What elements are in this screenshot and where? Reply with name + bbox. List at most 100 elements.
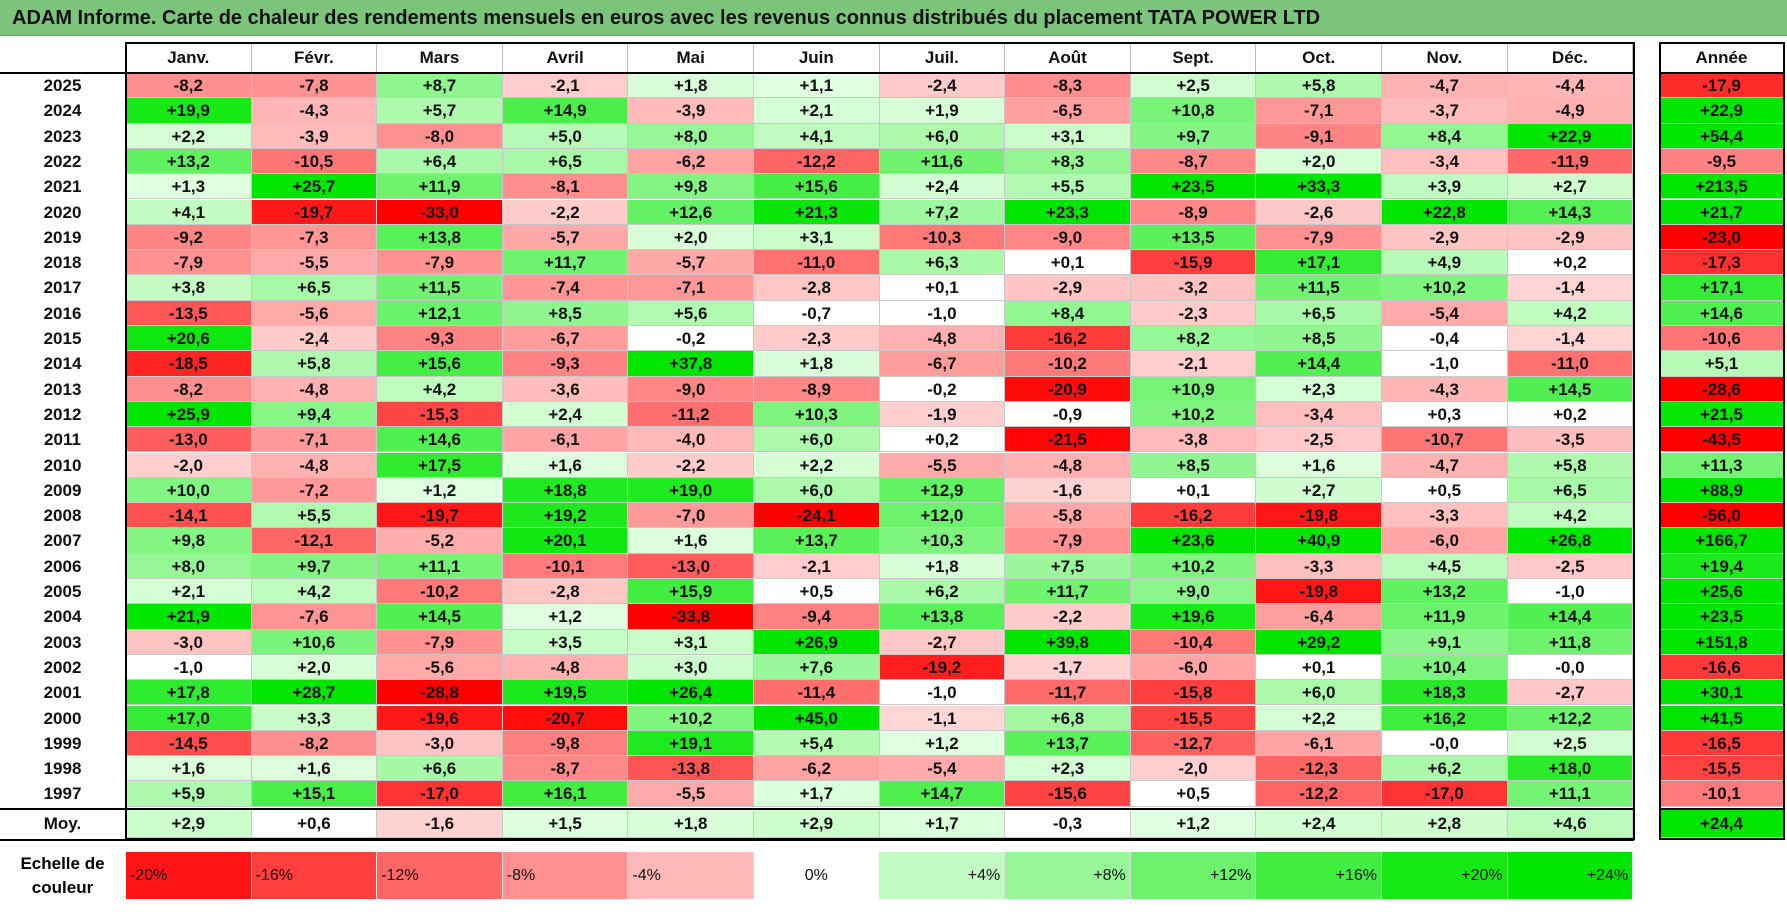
heatmap-cell: -8,2 [126,73,252,99]
heatmap-cell: +9,4 [251,401,378,428]
heatmap-cell: +2,0 [251,654,378,681]
heatmap-cell: +9,7 [1130,123,1257,149]
heatmap-cell: +0,2 [1507,401,1634,428]
heatmap-cell: +18,0 [1507,756,1634,782]
heatmap-cell: +5,7 [377,98,503,124]
average-cell: -0,3 [1005,809,1131,838]
heatmap-cell: +6,8 [1005,705,1131,731]
heatmap-cell: +26,4 [628,680,754,706]
color-scale-stop: +4% [879,852,1006,899]
heatmap-cell: +23,3 [1005,199,1131,225]
heatmap-cell: -4,8 [251,452,378,478]
heatmap-cell: +4,1 [126,199,252,225]
color-scale-stop: +12% [1130,852,1257,899]
heatmap-cell: +1,6 [502,452,629,478]
heatmap-cell: +10,2 [628,705,754,731]
heatmap-cell: +2,3 [1256,376,1382,402]
average-cell: +0,6 [251,809,378,838]
heatmap-cell: +8,2 [1130,326,1257,352]
heatmap-cell: +8,0 [628,123,754,149]
heatmap-cell: +1,6 [628,528,754,554]
average-cell: +1,7 [879,809,1006,838]
heatmap-cell: +2,5 [1507,730,1634,757]
heatmap-cell: -1,1 [879,705,1006,731]
annual-cell: +41,5 [1660,705,1784,731]
heatmap-cell: -6,7 [502,326,629,352]
heatmap-cell: +10,6 [251,629,378,655]
heatmap-cell: +6,4 [377,148,503,175]
heatmap-cell: +1,7 [754,781,880,807]
heatmap-cell: +4,2 [1507,503,1634,529]
color-scale-stop: +24% [1507,852,1634,899]
heatmap-cell: -2,4 [251,326,378,352]
heatmap-cell: -4,9 [1507,98,1634,124]
annual-cell: +166,7 [1660,528,1784,554]
heatmap-cell: +23,6 [1130,528,1257,554]
heatmap-cell: -7,3 [251,224,378,251]
heatmap-cell: +2,1 [126,579,252,605]
heatmap-cell: -16,2 [1005,326,1131,352]
year-label: 2017 [0,275,125,301]
heatmap-cell: +11,5 [1256,275,1382,301]
heatmap-cell: +22,8 [1382,199,1508,225]
heatmap-cell: -10,4 [1130,629,1257,655]
annual-cell: -17,9 [1660,73,1784,99]
heatmap-cell: +2,4 [502,401,629,428]
month-header: Juil. [879,43,1006,72]
year-label: 2019 [0,224,125,251]
average-divider [1660,807,1784,810]
heatmap-cell: -11,4 [754,680,880,706]
heatmap-cell: -2,9 [1382,224,1508,251]
heatmap-cell: +0,2 [879,427,1006,453]
color-scale-stop: -4% [628,852,754,899]
average-cell: +1,8 [628,809,754,838]
heatmap-cell: +10,2 [1130,401,1257,428]
heatmap-cell: -2,4 [879,73,1006,99]
heatmap-cell: +23,5 [1130,174,1257,200]
heatmap-cell: -5,5 [628,781,754,807]
annual-cell: +213,5 [1660,174,1784,200]
heatmap-cell: +20,1 [502,528,629,554]
heatmap-cell: +2,0 [1256,148,1382,175]
header-divider [0,72,1635,74]
heatmap-cell: +6,6 [377,756,503,782]
heatmap-cell: +26,9 [754,629,880,655]
heatmap-cell: -7,1 [628,275,754,301]
heatmap-cell: +3,5 [502,629,629,655]
heatmap-cell: -4,7 [1382,73,1508,99]
year-label: 2002 [0,654,125,681]
annual-cell: +23,5 [1660,604,1784,630]
heatmap-cell: +9,0 [1130,579,1257,605]
heatmap-cell: -11,7 [1005,680,1131,706]
heatmap-cell: +3,1 [628,629,754,655]
heatmap-cell: +4,2 [377,376,503,402]
annual-cell: +14,6 [1660,300,1784,326]
heatmap-cell: +45,0 [754,705,880,731]
heatmap-cell: +19,5 [502,680,629,706]
average-divider [0,807,1635,810]
heatmap-cell: +4,5 [1382,553,1508,579]
heatmap-cell: +0,1 [879,275,1006,301]
heatmap-cell: +11,1 [1507,781,1634,807]
heatmap-cell: -6,1 [502,427,629,453]
year-label: 2003 [0,629,125,655]
heatmap-cell: -3,4 [1256,401,1382,428]
heatmap-cell: -3,3 [1256,553,1382,579]
heatmap-cell: +1,8 [628,73,754,99]
heatmap-cell: -14,1 [126,503,252,529]
month-header: Août [1005,43,1131,72]
heatmap-cell: +20,6 [126,326,252,352]
heatmap-cell: +2,2 [754,452,880,478]
heatmap-cell: -4,4 [1507,73,1634,99]
heatmap-cell: -15,9 [1130,250,1257,276]
heatmap-cell: +2,2 [126,123,252,149]
heatmap-cell: -2,5 [1507,553,1634,579]
heatmap-cell: -8,2 [126,376,252,402]
heatmap-cell: +5,0 [502,123,629,149]
heatmap-cell: +19,6 [1130,604,1257,630]
heatmap-cell: -4,8 [251,376,378,402]
average-annual-cell: +24,4 [1660,809,1784,838]
heatmap-cell: -3,8 [1130,427,1257,453]
heatmap-cell: -1,0 [1382,351,1508,377]
heatmap-cell: -9,0 [628,376,754,402]
